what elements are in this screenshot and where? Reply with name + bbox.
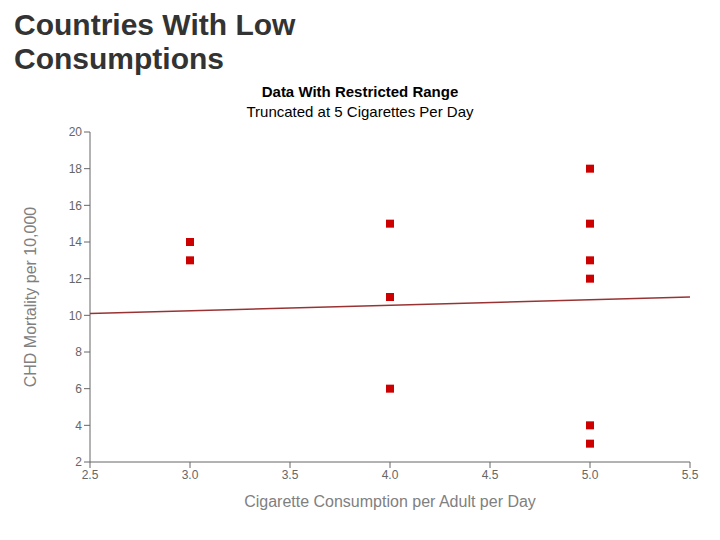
svg-text:6: 6 <box>75 382 82 396</box>
svg-text:20: 20 <box>69 125 83 139</box>
svg-text:8: 8 <box>75 345 82 359</box>
svg-text:16: 16 <box>69 199 83 213</box>
svg-text:4.0: 4.0 <box>382 468 399 482</box>
html-text:Countries With Low: Countries With Low <box>14 8 296 41</box>
svg-text:5.0: 5.0 <box>582 468 599 482</box>
svg-text:5.5: 5.5 <box>682 468 699 482</box>
svg-text:2.5: 2.5 <box>82 468 99 482</box>
svg-text:2: 2 <box>75 455 82 469</box>
svg-text:14: 14 <box>69 235 83 249</box>
html-text:Consumptions: Consumptions <box>14 42 224 75</box>
svg-text:3.0: 3.0 <box>182 468 199 482</box>
svg-text:3.5: 3.5 <box>282 468 299 482</box>
svg-text:12: 12 <box>69 272 83 286</box>
svg-text:18: 18 <box>69 162 83 176</box>
svg-text:Cigarette Consumption per Adul: Cigarette Consumption per Adult per Day <box>244 493 536 510</box>
svg-text:10: 10 <box>69 309 83 323</box>
svg-text:4: 4 <box>75 419 82 433</box>
svg-text:CHD Mortality per 10,000: CHD Mortality per 10,000 <box>22 207 39 388</box>
svg-text:4.5: 4.5 <box>482 468 499 482</box>
html-text:Truncated at 5 Cigarettes Per: Truncated at 5 Cigarettes Per Day <box>246 103 474 120</box>
html-text:Data With Restricted Range: Data With Restricted Range <box>261 83 459 100</box>
